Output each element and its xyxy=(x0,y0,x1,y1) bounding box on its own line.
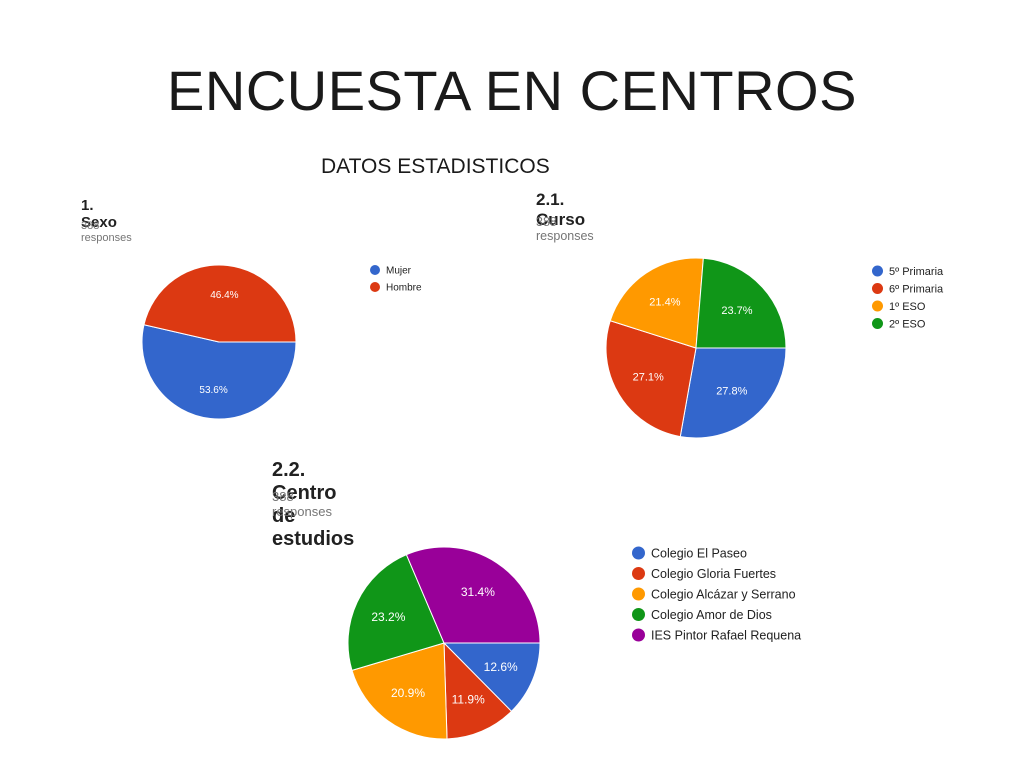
chart-responses-centro: 388 responses xyxy=(272,489,332,519)
legend-marker-curso-1 xyxy=(872,283,883,294)
chart-responses-sexo: 388 responses xyxy=(81,220,132,244)
pie-slice-curso-2[interactable] xyxy=(609,257,704,349)
pie-slice-centro-1[interactable] xyxy=(443,641,513,740)
pie-slice-curso-0[interactable] xyxy=(679,347,787,439)
legend-label-centro-4: IES Pintor Rafael Requena xyxy=(651,629,801,643)
chart-title-centro: 2.2. Centro de estudios xyxy=(272,459,355,550)
legend-marker-sexo-0 xyxy=(370,265,380,275)
legend-label-centro-3: Colegio Amor de Dios xyxy=(651,608,772,622)
chart-title-curso: 2.1. Curso xyxy=(536,190,586,229)
legend-marker-centro-4 xyxy=(632,628,645,642)
slice-label-curso-1: 27.1% xyxy=(633,372,664,384)
legend-label-sexo-1: Hombre xyxy=(386,283,422,294)
legend-label-centro-2: Colegio Alcázar y Serrano xyxy=(651,588,796,602)
chart-title-sexo: 1. Sexo xyxy=(81,197,117,231)
pie-slice-curso-3[interactable] xyxy=(695,257,787,349)
legend-label-curso-3: 2º ESO xyxy=(889,318,926,330)
pie-slice-centro-0[interactable] xyxy=(442,642,541,713)
slice-label-curso-2: 21.4% xyxy=(649,297,680,309)
legend-marker-sexo-1 xyxy=(370,282,380,292)
legend-label-curso-2: 1º ESO xyxy=(889,301,926,313)
legend-curso: 5º Primaria 6º Primaria 1º ESO 2º ESO xyxy=(872,265,944,330)
slice-label-centro-4: 31.4% xyxy=(461,585,495,599)
slice-label-centro-3: 23.2% xyxy=(371,610,405,624)
pie-slice-centro-2[interactable] xyxy=(351,642,448,740)
slice-label-sexo-0: 53.6% xyxy=(199,385,227,396)
legend-label-curso-0: 5º Primaria xyxy=(889,266,944,278)
pie-slice-sexo-0[interactable] xyxy=(141,324,297,420)
pie-curso: 27.8% 27.1% 21.4% 23.7% xyxy=(605,257,787,439)
legend-centro: Colegio El Paseo Colegio Gloria Fuertes Co… xyxy=(632,546,801,643)
legend-marker-curso-3 xyxy=(872,318,883,329)
legend-marker-centro-0 xyxy=(632,546,645,560)
legend-marker-centro-3 xyxy=(632,608,645,621)
slide-subtitle: DATOS ESTADISTICOS xyxy=(321,155,550,178)
pie-sexo: 53.6% 46.4% xyxy=(141,264,297,420)
slice-label-curso-0: 27.8% xyxy=(716,386,747,398)
slide-title: ENCUESTA EN CENTROS xyxy=(167,59,857,122)
slice-label-centro-2: 20.9% xyxy=(391,686,425,700)
legend-marker-curso-2 xyxy=(872,300,883,312)
legend-marker-centro-1 xyxy=(632,567,645,580)
legend-marker-curso-0 xyxy=(872,265,883,277)
pie-slice-curso-1[interactable] xyxy=(605,320,697,438)
pie-centro: 12.6% 11.9% 20.9% 23.2% 31.4% xyxy=(347,546,541,740)
chart-responses-curso: 388 responses xyxy=(536,215,594,243)
legend-label-sexo-0: Mujer xyxy=(386,266,412,277)
slice-label-centro-0: 12.6% xyxy=(484,660,518,674)
pie-slice-centro-4[interactable] xyxy=(405,546,541,644)
pie-slice-sexo-1[interactable] xyxy=(143,264,297,343)
slice-label-centro-1: 11.9% xyxy=(452,693,485,707)
legend-label-centro-0: Colegio El Paseo xyxy=(651,547,747,561)
legend-label-curso-1: 6º Primaria xyxy=(889,283,944,295)
legend-marker-centro-2 xyxy=(632,587,645,601)
legend-sexo: Mujer Hombre xyxy=(370,265,422,294)
slice-label-sexo-1: 46.4% xyxy=(210,290,238,301)
pie-slice-centro-3[interactable] xyxy=(347,554,445,671)
slice-label-curso-3: 23.7% xyxy=(721,305,752,317)
legend-label-centro-1: Colegio Gloria Fuertes xyxy=(651,567,776,581)
